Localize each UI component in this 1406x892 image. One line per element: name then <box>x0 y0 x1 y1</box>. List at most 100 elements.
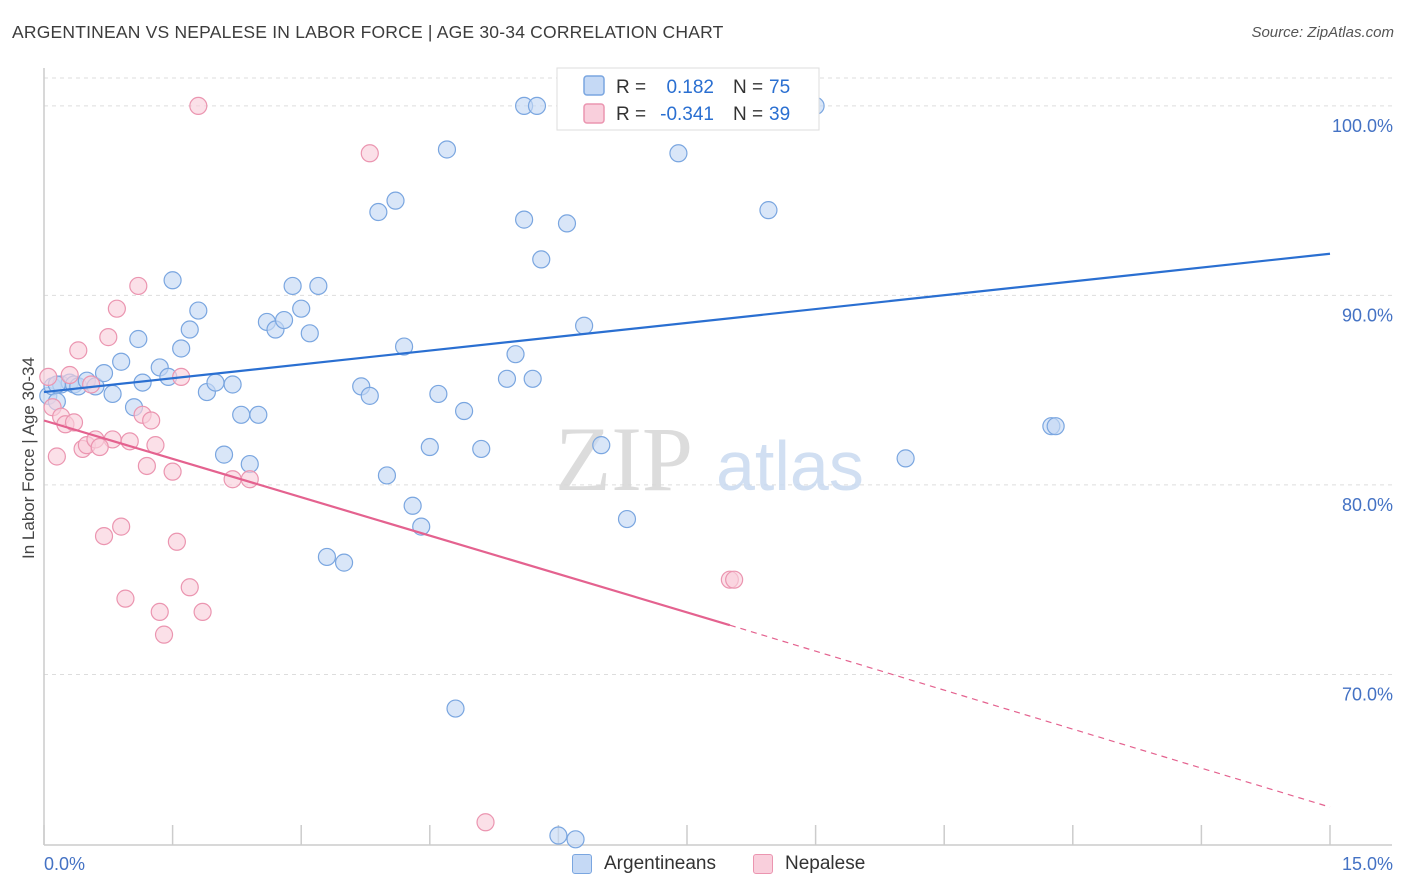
point-nepalese <box>150 602 169 622</box>
watermark-zip: ZIP <box>555 408 693 510</box>
point-argentineans <box>129 329 148 349</box>
point-nepalese <box>163 462 182 481</box>
legend-item-nepalese: Nepalese <box>753 851 865 877</box>
point-nepalese <box>189 96 208 116</box>
point-argentineans <box>497 369 517 388</box>
points-layer <box>39 96 1065 849</box>
point-argentineans <box>472 439 491 459</box>
trendline-argentineans <box>43 252 1331 394</box>
point-argentineans <box>515 210 534 229</box>
point-argentineans <box>527 96 547 116</box>
point-argentineans <box>172 339 191 358</box>
point-argentineans <box>575 316 594 335</box>
point-argentineans <box>446 699 465 718</box>
point-nepalese <box>112 517 131 536</box>
trendline-nepalese <box>43 419 731 627</box>
point-argentineans <box>189 301 208 320</box>
point-nepalese <box>476 813 495 832</box>
point-argentineans <box>669 144 688 163</box>
point-nepalese <box>154 625 174 644</box>
source-credit: Source: ZipAtlas.com <box>1251 24 1394 41</box>
legend-swatch-blue <box>572 854 592 874</box>
point-argentineans <box>94 364 114 383</box>
legend-swatch-nepalese <box>583 103 605 124</box>
legend-n-value-2: 39 <box>769 104 790 125</box>
point-argentineans <box>309 276 328 296</box>
grid-layer <box>44 77 1392 675</box>
point-argentineans <box>386 191 405 210</box>
point-argentineans <box>223 375 242 394</box>
legend-label-argentineans: Argentineans <box>604 853 716 874</box>
point-argentineans <box>292 299 311 318</box>
legend-label-nepalese: Nepalese <box>785 853 866 874</box>
point-argentineans <box>214 445 234 464</box>
y-tick-label: 90.0% <box>1342 305 1393 325</box>
trendline-nepalese-extension <box>729 624 1331 808</box>
point-argentineans <box>429 384 448 404</box>
point-argentineans <box>896 449 915 468</box>
point-nepalese <box>39 367 58 387</box>
y-axis-label: In Labor Force | Age 30-34 <box>19 357 38 559</box>
point-nepalese <box>69 341 88 360</box>
y-tick-label: 80.0% <box>1342 495 1393 515</box>
point-argentineans <box>523 369 542 388</box>
point-argentineans <box>232 405 251 424</box>
legend-swatch-argentineans <box>583 75 605 96</box>
point-nepalese <box>193 602 212 622</box>
legend-item-argentineans: Argentineans <box>572 851 716 877</box>
point-nepalese <box>82 375 101 394</box>
point-nepalese <box>99 328 118 347</box>
point-nepalese <box>142 411 161 430</box>
point-nepalese <box>60 365 79 385</box>
point-nepalese <box>94 526 114 546</box>
point-nepalese <box>116 589 135 608</box>
legend-n-label-1: N = <box>733 77 763 98</box>
chart-title: ARGENTINEAN VS NEPALESE IN LABOR FORCE |… <box>12 22 724 42</box>
point-argentineans <box>249 405 268 424</box>
point-argentineans <box>317 547 337 567</box>
point-nepalese <box>129 276 148 296</box>
legend-n-label-2: N = <box>733 104 763 125</box>
point-argentineans <box>394 337 414 356</box>
axis-layer: 100.0% 90.0% 80.0% 70.0% 0.0% 15.0% <box>43 68 1393 874</box>
point-argentineans <box>206 373 225 392</box>
point-argentineans <box>454 401 474 421</box>
legend-swatch-pink <box>753 854 773 874</box>
point-argentineans <box>420 437 439 457</box>
watermark-atlas: atlas <box>716 427 864 505</box>
point-argentineans <box>549 826 568 845</box>
point-argentineans <box>274 310 294 330</box>
point-argentineans <box>377 466 397 485</box>
point-argentineans <box>532 250 551 269</box>
point-nepalese <box>137 456 156 476</box>
point-argentineans <box>557 214 577 233</box>
point-argentineans <box>1046 417 1065 436</box>
y-tick-label: 100.0% <box>1332 116 1393 136</box>
point-argentineans <box>759 201 778 220</box>
point-argentineans <box>360 386 379 405</box>
point-argentineans <box>403 496 422 515</box>
point-nepalese <box>360 144 379 163</box>
point-argentineans <box>592 436 611 455</box>
legend-r-value-1: 0.182 <box>666 77 714 98</box>
legend-r-label-1: R = <box>616 77 646 98</box>
point-nepalese <box>180 578 199 597</box>
stats-legend: R = 0.182 N = 75 R = -0.341 N = 39 <box>556 67 820 131</box>
point-nepalese <box>725 570 744 589</box>
point-argentineans <box>506 345 525 364</box>
point-argentineans <box>112 352 131 371</box>
point-argentineans <box>300 324 319 343</box>
point-nepalese <box>167 532 186 551</box>
legend-r-value-2: -0.341 <box>660 104 714 125</box>
trend-layer <box>43 252 1331 808</box>
point-nepalese <box>64 413 84 432</box>
point-argentineans <box>437 140 457 159</box>
point-argentineans <box>180 320 199 339</box>
legend-r-label-2: R = <box>616 104 646 125</box>
point-nepalese <box>107 299 126 318</box>
point-argentineans <box>566 830 585 849</box>
point-nepalese <box>47 447 66 466</box>
point-argentineans <box>334 553 354 572</box>
x-tick-label: 15.0% <box>1342 854 1393 874</box>
legend-n-value-1: 75 <box>769 77 790 98</box>
